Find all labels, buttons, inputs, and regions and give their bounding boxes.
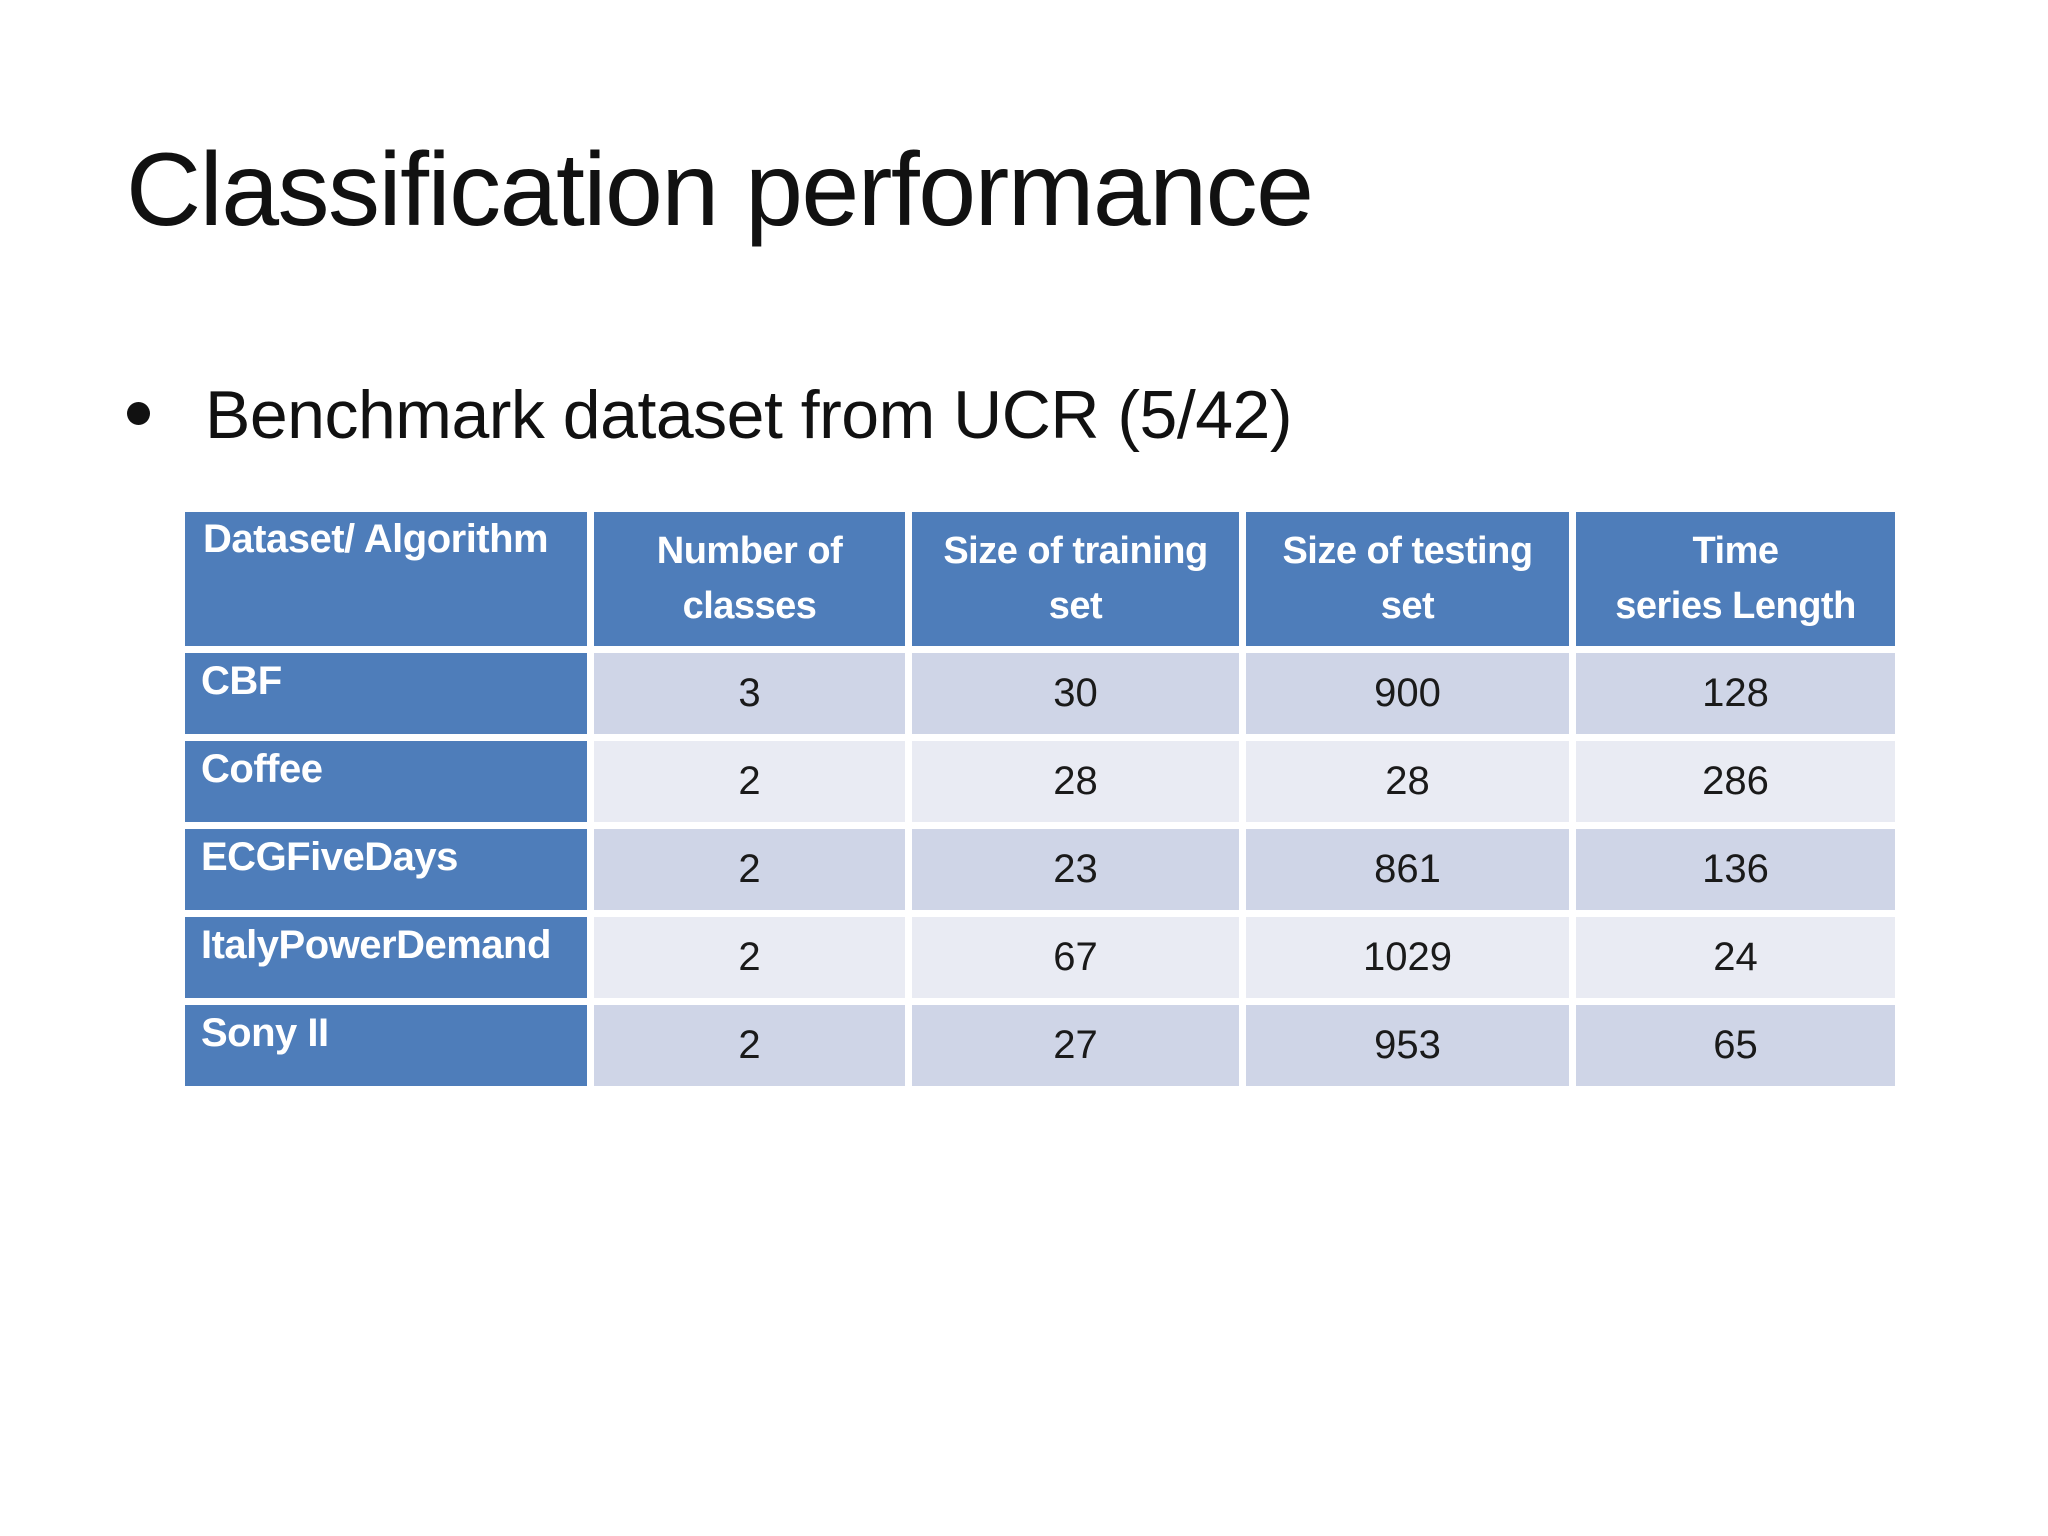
cell-cbf-length: 128 — [1576, 653, 1895, 734]
cell-italypowerdemand-classes: 2 — [594, 917, 905, 998]
row-label-cbf: CBF — [185, 653, 587, 734]
cell-ecgfivedays-training: 23 — [912, 829, 1239, 910]
cell-cbf-classes: 3 — [594, 653, 905, 734]
bullet-text: Benchmark dataset from UCR (5/42) — [205, 377, 1293, 453]
bullet-icon — [127, 402, 150, 425]
cell-ecgfivedays-classes: 2 — [594, 829, 905, 910]
cell-sony-ii-testing: 953 — [1246, 1005, 1569, 1086]
cell-sony-ii-training: 27 — [912, 1005, 1239, 1086]
row-label-italypowerdemand: ItalyPowerDemand — [185, 917, 587, 998]
cell-italypowerdemand-training: 67 — [912, 917, 1239, 998]
cell-coffee-testing: 28 — [1246, 741, 1569, 822]
benchmark-table: Dataset/ Algorithm Number of classes Siz… — [185, 512, 1895, 1086]
cell-cbf-testing: 900 — [1246, 653, 1569, 734]
cell-italypowerdemand-length: 24 — [1576, 917, 1895, 998]
cell-sony-ii-classes: 2 — [594, 1005, 905, 1086]
cell-cbf-training: 30 — [912, 653, 1239, 734]
slide-title: Classification performance — [126, 132, 1314, 248]
cell-italypowerdemand-testing: 1029 — [1246, 917, 1569, 998]
cell-ecgfivedays-length: 136 — [1576, 829, 1895, 910]
row-label-sony-ii: Sony II — [185, 1005, 587, 1086]
table-header-time-series-length: Time series Length — [1576, 512, 1895, 646]
cell-ecgfivedays-testing: 861 — [1246, 829, 1569, 910]
cell-coffee-classes: 2 — [594, 741, 905, 822]
table-header-dataset-algorithm: Dataset/ Algorithm — [185, 512, 587, 646]
cell-coffee-length: 286 — [1576, 741, 1895, 822]
cell-coffee-training: 28 — [912, 741, 1239, 822]
table-header-size-of-training-set: Size of training set — [912, 512, 1239, 646]
table-header-size-of-testing-set: Size of testing set — [1246, 512, 1569, 646]
row-label-ecgfivedays: ECGFiveDays — [185, 829, 587, 910]
table-header-number-of-classes: Number of classes — [594, 512, 905, 646]
row-label-coffee: Coffee — [185, 741, 587, 822]
cell-sony-ii-length: 65 — [1576, 1005, 1895, 1086]
